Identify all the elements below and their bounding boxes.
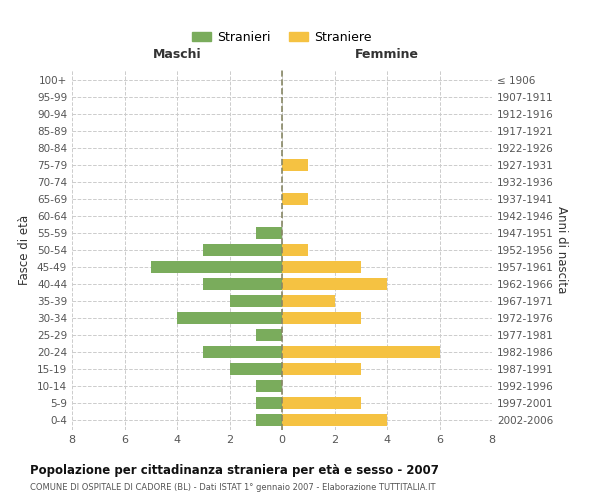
Bar	[256, 396, 282, 409]
Text: Femmine: Femmine	[355, 48, 419, 61]
Bar	[229, 295, 282, 307]
Bar	[203, 346, 282, 358]
Bar	[177, 312, 282, 324]
Bar	[282, 363, 361, 375]
Bar	[282, 295, 335, 307]
Y-axis label: Fasce di età: Fasce di età	[19, 215, 31, 285]
Bar	[282, 159, 308, 171]
Bar	[282, 193, 308, 205]
Text: COMUNE DI OSPITALE DI CADORE (BL) - Dati ISTAT 1° gennaio 2007 - Elaborazione TU: COMUNE DI OSPITALE DI CADORE (BL) - Dati…	[30, 482, 436, 492]
Bar	[203, 244, 282, 256]
Bar	[256, 414, 282, 426]
Legend: Stranieri, Straniere: Stranieri, Straniere	[187, 26, 377, 49]
Bar	[256, 227, 282, 239]
Bar	[229, 363, 282, 375]
Bar	[256, 329, 282, 341]
Bar	[282, 312, 361, 324]
Bar	[282, 244, 308, 256]
Text: Popolazione per cittadinanza straniera per età e sesso - 2007: Popolazione per cittadinanza straniera p…	[30, 464, 439, 477]
Y-axis label: Anni di nascita: Anni di nascita	[554, 206, 568, 294]
Bar	[282, 396, 361, 409]
Text: Maschi: Maschi	[152, 48, 202, 61]
Bar	[256, 380, 282, 392]
Bar	[282, 414, 387, 426]
Bar	[151, 261, 282, 273]
Bar	[282, 261, 361, 273]
Bar	[203, 278, 282, 290]
Bar	[282, 346, 439, 358]
Bar	[282, 278, 387, 290]
